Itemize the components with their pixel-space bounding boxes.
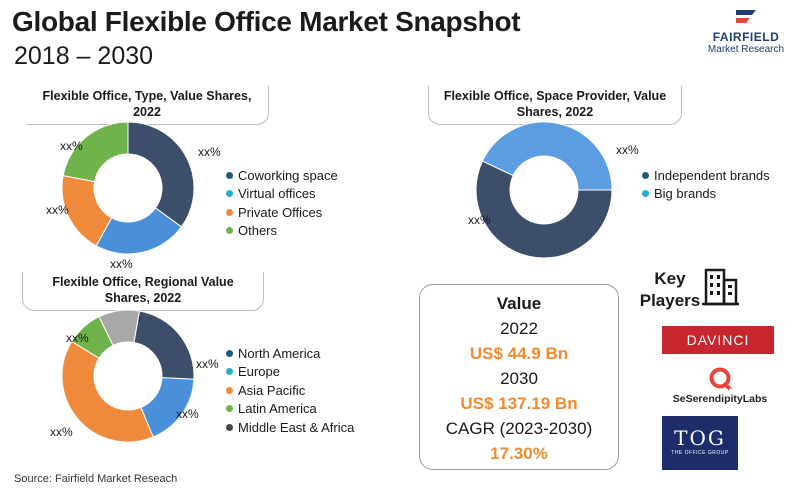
serendipity-labs-text: SeSerendipityLabs	[672, 393, 768, 405]
legend-item: Private Offices	[226, 203, 338, 222]
value-summary-box: Value 2022 US$ 44.9 Bn 2030 US$ 137.19 B…	[419, 284, 619, 470]
legend-item: Virtual offices	[226, 185, 338, 204]
legend-item: Europe	[226, 363, 354, 382]
legend-label: Big brands	[654, 186, 717, 202]
legend-marker	[226, 349, 233, 357]
slice-data-label: xx%	[66, 331, 89, 345]
legend-item: Asia Pacific	[226, 381, 354, 400]
serendipity-labs-logo: SeSerendipityLabs	[650, 366, 790, 406]
logo-tagline: Market Research	[707, 44, 785, 55]
slice-data-label: xx%	[110, 257, 133, 271]
legend-marker	[226, 171, 233, 179]
regional-legend: North America Europe Asia Pacific Latin Ame…	[226, 344, 354, 437]
tog-logo: TOG THE OFFICE GROUP	[662, 416, 738, 470]
tog-logo-subtext: THE OFFICE GROUP	[671, 450, 729, 456]
legend-label: Others	[238, 223, 278, 239]
legend-marker	[226, 190, 233, 198]
slice-data-label: xx%	[616, 143, 639, 157]
legend-marker	[226, 208, 233, 216]
page-title: Global Flexible Office Market Snapshot	[12, 6, 521, 37]
fairfield-logo: FAIRFIELD Market Research	[700, 6, 792, 55]
legend-label: North America	[238, 345, 321, 361]
donut-slice-middle-east-africa	[98, 309, 141, 347]
slice-data-label: xx%	[196, 357, 219, 371]
legend-label: Independent brands	[654, 167, 770, 183]
donut-slice-asia-pacific	[61, 340, 154, 443]
donut-slice-coworking-space	[127, 121, 195, 228]
donut-slice-north-america	[133, 310, 195, 380]
logo-name: FAIRFIELD	[712, 30, 780, 44]
legend-marker	[642, 190, 649, 198]
regional-chart-title: Flexible Office, Regional Value Shares, …	[22, 272, 264, 311]
cagr-label: CAGR (2023-2030)	[445, 419, 593, 438]
source-note: Source: Fairfield Market Reseach	[14, 473, 178, 485]
fairfield-logo-mark-icon	[736, 10, 756, 23]
slice-data-label: xx%	[198, 145, 221, 159]
legend-item: Coworking space	[226, 166, 338, 185]
slice-data-label: xx%	[46, 203, 69, 217]
tog-logo-text: TOG	[674, 426, 726, 450]
legend-label: Europe	[238, 364, 280, 380]
value-year-2030: 2030	[500, 369, 538, 388]
page-subtitle: 2018 – 2030	[14, 42, 154, 70]
legend-marker	[226, 423, 233, 431]
legend-item: Middle East & Africa	[226, 418, 354, 437]
type-chart-title: Flexible Office, Type, Value Shares, 202…	[26, 86, 269, 125]
value-heading: Value	[496, 294, 542, 313]
value-2022: US$ 44.9 Bn	[469, 344, 569, 363]
legend-marker	[226, 386, 233, 394]
legend-marker	[642, 171, 649, 179]
legend-marker	[226, 405, 233, 413]
office-building-icon	[702, 268, 739, 306]
legend-item: Latin America	[226, 400, 354, 419]
value-year-2022: 2022	[500, 319, 538, 338]
serendipity-labs-mark-icon	[709, 367, 732, 391]
legend-item: North America	[226, 344, 354, 363]
space-provider-legend: Independent brands Big brands	[642, 166, 770, 203]
legend-marker	[226, 227, 233, 235]
value-2030: US$ 137.19 Bn	[460, 394, 578, 413]
slice-data-label: xx%	[176, 407, 199, 421]
key-players-label: Key Players	[639, 269, 701, 310]
legend-marker	[226, 368, 233, 376]
donut-slice-others	[62, 121, 129, 183]
legend-item: Big brands	[642, 185, 770, 204]
legend-label: Asia Pacific	[238, 382, 306, 398]
legend-item: Others	[226, 222, 338, 241]
legend-label: Middle East & Africa	[238, 419, 355, 435]
legend-label: Coworking space	[238, 167, 338, 183]
slice-data-label: xx%	[60, 139, 83, 153]
davinci-logo: DAVINCI	[662, 326, 774, 354]
slice-data-label: xx%	[468, 213, 491, 227]
legend-label: Latin America	[238, 401, 317, 417]
space-provider-chart-title: Flexible Office, Space Provider, Value S…	[428, 86, 682, 125]
legend-item: Independent brands	[642, 166, 770, 185]
legend-label: Private Offices	[238, 204, 323, 220]
slice-data-label: xx%	[50, 425, 73, 439]
cagr-value: 17.30%	[490, 444, 548, 463]
donut-slice-independent-brands	[475, 160, 613, 259]
type-legend: Coworking space Virtual offices Private Of…	[226, 166, 338, 240]
donut-slice-big-brands	[481, 121, 613, 191]
legend-label: Virtual offices	[238, 186, 316, 202]
